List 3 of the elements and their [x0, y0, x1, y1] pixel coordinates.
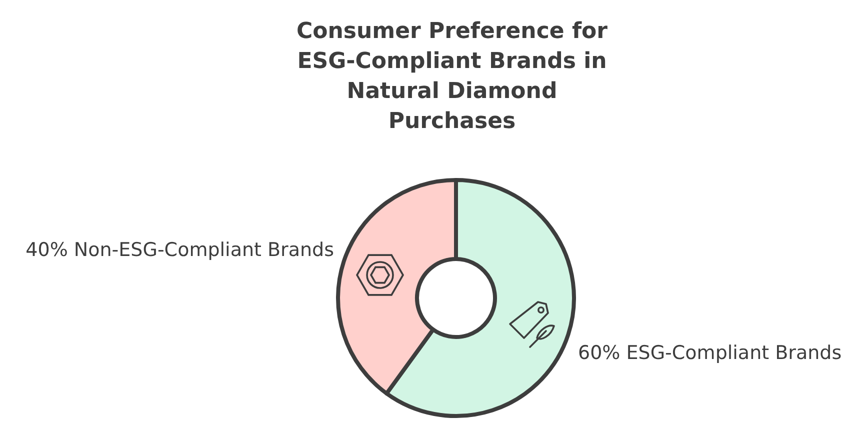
- slice-label: 60% ESG-Compliant Brands: [578, 342, 842, 364]
- chart-title: Consumer Preference for ESG-Compliant Brands in Natural Diamond Purchases: [296, 19, 608, 134]
- slice-label: 40% Non-ESG-Compliant Brands: [26, 239, 334, 262]
